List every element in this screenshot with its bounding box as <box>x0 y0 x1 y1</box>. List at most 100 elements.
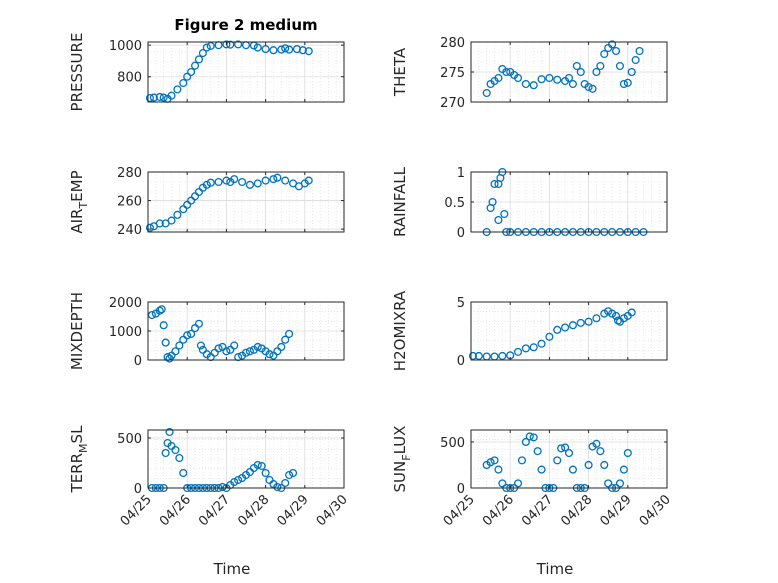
data-point <box>194 319 204 328</box>
y-axis-label: H2OMIXRA <box>391 290 409 371</box>
data-point <box>155 306 164 315</box>
data-point <box>608 309 617 318</box>
y-tick-label: 500 <box>117 432 142 447</box>
data-point <box>190 61 200 70</box>
data-point <box>234 40 243 49</box>
data-point <box>502 67 511 77</box>
data-point <box>230 341 239 350</box>
data-point <box>214 177 223 187</box>
data-point <box>292 45 302 54</box>
y-axis-label: TERRMSL <box>68 425 90 494</box>
data-point <box>615 61 625 71</box>
y-tick-label: 240 <box>117 223 142 238</box>
data-point <box>576 318 585 327</box>
axes-background <box>471 430 667 488</box>
data-point <box>561 323 570 332</box>
data-point <box>304 47 313 56</box>
data-point <box>159 321 168 330</box>
data-point <box>557 444 566 453</box>
data-point <box>253 460 262 470</box>
data-point <box>222 176 231 185</box>
data-point <box>196 341 205 350</box>
data-point <box>494 73 503 83</box>
y-axis-label: THETA <box>391 47 409 97</box>
data-point <box>498 479 507 488</box>
data-point <box>604 479 613 488</box>
data-point <box>230 175 239 184</box>
data-point <box>285 45 294 54</box>
data-point <box>490 179 499 189</box>
data-point <box>187 329 196 338</box>
data-point <box>517 456 527 465</box>
data-point <box>623 78 632 87</box>
data-point <box>619 465 628 474</box>
data-point <box>187 67 196 77</box>
data-point <box>261 45 270 54</box>
data-point <box>529 433 538 442</box>
data-point <box>273 173 282 182</box>
data-point <box>488 197 497 207</box>
data-point <box>261 468 270 478</box>
data-point <box>288 468 298 478</box>
x-axis-label: Time <box>536 560 574 578</box>
data-point <box>553 75 562 84</box>
data-point <box>202 43 211 52</box>
data-point <box>545 73 554 83</box>
data-point <box>537 339 546 348</box>
data-point <box>161 338 170 347</box>
data-point <box>576 67 585 77</box>
data-point <box>273 482 282 492</box>
plot-title: Figure 2 medium <box>174 16 317 34</box>
data-point <box>226 40 235 49</box>
axes-background <box>148 42 344 102</box>
axes-background <box>148 430 344 488</box>
data-point <box>230 477 239 487</box>
data-point <box>631 55 640 65</box>
y-axis-label: SUNFLUX <box>391 426 413 493</box>
y-tick-label: 2000 <box>109 296 142 311</box>
data-point <box>600 309 609 318</box>
data-point <box>600 49 609 59</box>
data-point <box>165 427 174 437</box>
subplot-2: 270 275 280 THETA <box>391 36 668 111</box>
data-point <box>584 82 593 92</box>
data-point <box>179 79 188 88</box>
y-tick-label: 0 <box>457 354 465 369</box>
data-point <box>145 223 155 232</box>
data-point <box>261 176 270 185</box>
data-point <box>218 482 227 492</box>
data-point <box>568 321 577 330</box>
y-tick-label: 0 <box>134 482 142 497</box>
data-point <box>474 351 483 360</box>
y-tick-label: 800 <box>117 71 142 86</box>
axes-background <box>471 302 667 360</box>
data-point <box>635 46 644 56</box>
data-point <box>161 448 170 458</box>
y-tick-label: 270 <box>440 96 465 111</box>
data-point <box>584 317 593 326</box>
y-tick-label: 1000 <box>109 325 142 340</box>
data-point <box>155 92 164 101</box>
y-tick-label: 0.5 <box>444 196 465 211</box>
data-point <box>285 329 294 338</box>
data-point <box>513 479 523 488</box>
data-point <box>494 465 503 474</box>
data-point <box>281 478 290 488</box>
data-point <box>281 44 290 53</box>
data-point <box>206 178 215 187</box>
data-point <box>222 347 231 356</box>
data-point <box>619 314 628 323</box>
data-point <box>619 79 628 89</box>
data-point <box>245 180 254 189</box>
y-axis-label: PRESSURE <box>68 33 86 112</box>
data-point <box>592 314 601 323</box>
data-point <box>179 468 188 478</box>
axes-frame <box>470 429 668 489</box>
subplot-1: 800 1000 PRESSURE Figure 2 medium <box>68 16 345 112</box>
data-point <box>553 325 562 334</box>
axes-frame <box>470 301 668 361</box>
data-point <box>167 216 176 225</box>
data-point <box>253 342 262 352</box>
data-point <box>183 72 192 81</box>
